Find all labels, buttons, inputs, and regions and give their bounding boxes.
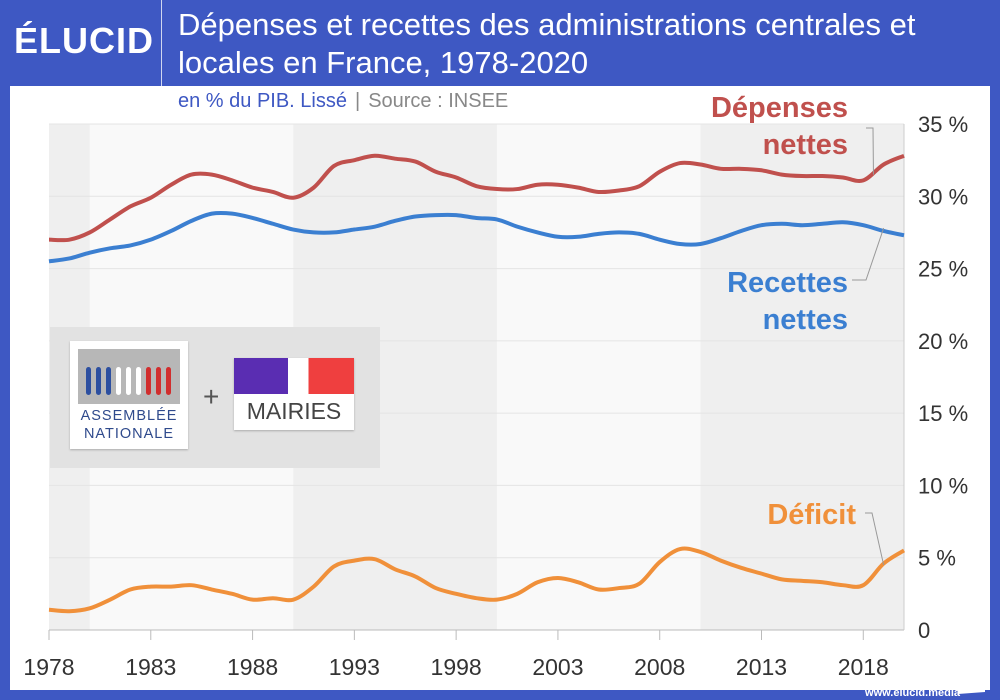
y-tick-label: 5 % xyxy=(918,546,956,571)
x-tick-label: 2018 xyxy=(838,654,889,680)
label-deficit: Déficit xyxy=(660,497,856,534)
x-tick-label: 1988 xyxy=(227,654,278,680)
y-tick-label: 15 % xyxy=(918,401,968,426)
leader-line xyxy=(865,512,885,566)
label-depenses: Dépenses nettes xyxy=(660,90,848,164)
separator: | xyxy=(354,90,361,112)
elucid-mark-icon xyxy=(958,682,985,694)
label-line: Recettes xyxy=(727,267,848,299)
columns-icon xyxy=(86,367,171,395)
series-line-0 xyxy=(48,153,905,243)
unit-note: en % du PIB. Lissé xyxy=(178,90,347,112)
y-tick-label: 35 % xyxy=(918,112,968,137)
x-tick-label: 2008 xyxy=(634,654,685,680)
page-title: Dépenses et recettes des administrations… xyxy=(178,7,916,80)
series-line-1 xyxy=(48,210,905,264)
logo-text: ASSEMBLÉE xyxy=(80,408,178,424)
logo-text: MAIRIES xyxy=(246,398,342,424)
x-tick-label: 1983 xyxy=(125,654,176,680)
assemblee-nationale-logo: ASSEMBLÉE NATIONALE xyxy=(70,341,188,449)
leader-line xyxy=(852,227,885,281)
y-tick-label: 10 % xyxy=(918,473,968,498)
label-line: nettes xyxy=(762,304,848,336)
institution-logos: ASSEMBLÉE NATIONALE + MAIRIES xyxy=(50,327,380,468)
y-tick-label: 30 % xyxy=(918,184,968,209)
logo-text: NATIONALE xyxy=(83,426,175,442)
x-tick-label: 2003 xyxy=(532,654,583,680)
elucid-logo: ÉLUCID xyxy=(14,20,154,61)
mairies-logo: MAIRIES xyxy=(234,358,354,430)
shaded-period xyxy=(700,124,904,630)
x-tick-label: 1978 xyxy=(23,654,74,680)
leader-line xyxy=(866,127,874,175)
subtitle: en % du PIB. Lissé | Source : INSEE xyxy=(178,90,508,113)
series-line-2 xyxy=(48,546,906,614)
header-divider xyxy=(161,0,162,86)
plus-sign: + xyxy=(203,381,220,412)
marianne-flag-icon xyxy=(234,358,354,394)
y-tick-label: 25 % xyxy=(918,257,968,282)
x-tick-label: 2013 xyxy=(736,654,787,680)
label-line: Dépenses xyxy=(710,92,848,124)
source-note: Source : INSEE xyxy=(368,90,509,112)
label-line: Déficit xyxy=(767,499,856,531)
footer-url: www.elucid.media xyxy=(865,687,960,699)
y-tick-label: 20 % xyxy=(918,329,968,354)
x-tick-label: 1998 xyxy=(431,654,482,680)
y-tick-label: 0 xyxy=(918,618,930,643)
x-tick-label: 1993 xyxy=(329,654,380,680)
label-line: nettes xyxy=(762,129,848,161)
label-recettes: Recettes nettes xyxy=(660,265,848,339)
